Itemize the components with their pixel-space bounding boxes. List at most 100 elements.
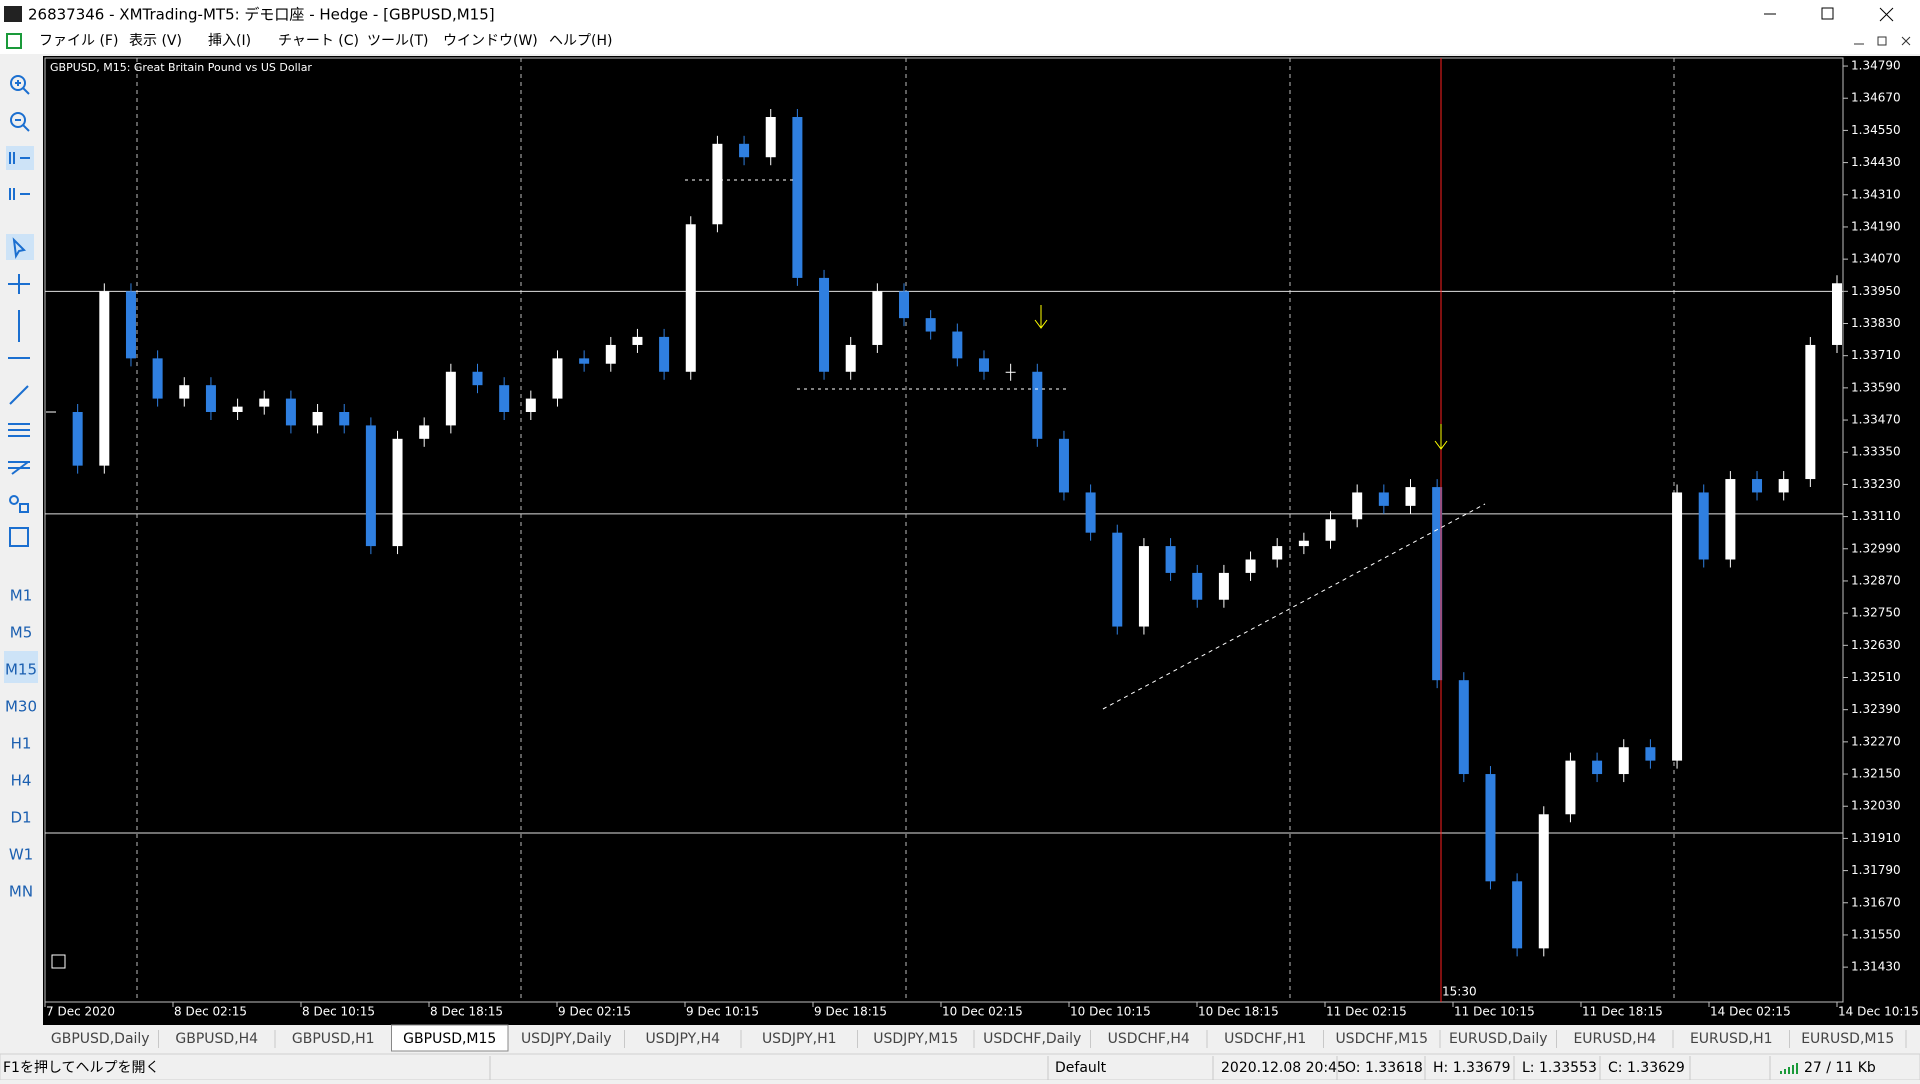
timeframe-button[interactable]: H1 (11, 735, 32, 753)
y-tick-label: 1.33950 (1851, 284, 1901, 298)
tab[interactable]: EURUSD,Daily (1449, 1031, 1548, 1047)
close-button[interactable] (1879, 7, 1894, 22)
y-tick-label: 1.34790 (1851, 59, 1901, 73)
candle (1618, 747, 1629, 775)
timeframe-button[interactable]: M15 (5, 661, 37, 679)
timeframe-button[interactable]: M5 (10, 624, 33, 642)
candle (1405, 487, 1416, 506)
x-tick-label: 11 Dec 18:15 (1582, 1005, 1663, 1019)
candle (1218, 572, 1229, 600)
candle (1832, 283, 1842, 345)
y-tick-label: 1.34550 (1851, 123, 1901, 137)
status-low: L: 1.33553 (1522, 1060, 1597, 1076)
candle (739, 143, 750, 158)
candle (259, 398, 270, 407)
candle (1805, 344, 1816, 480)
menu-item[interactable]: チャート (C) (278, 33, 359, 49)
timeframe-button[interactable]: M30 (5, 698, 37, 716)
candle (99, 291, 110, 466)
menu-item[interactable]: ウインドウ(W) (443, 33, 538, 49)
plot-border (44, 57, 1844, 1003)
menu-bar (0, 28, 1920, 54)
y-tick-label: 1.31910 (1851, 831, 1901, 845)
tab[interactable]: GBPUSD,Daily (51, 1031, 150, 1047)
candle (365, 425, 376, 547)
candle (605, 344, 616, 364)
child-window-controls[interactable] (1854, 36, 1911, 46)
app-icon (4, 6, 22, 22)
tab[interactable]: GBPUSD,M15 (403, 1031, 496, 1047)
menu-item[interactable]: ツール(T) (367, 33, 428, 49)
candle (632, 336, 643, 345)
tab[interactable]: USDCHF,M15 (1335, 1031, 1428, 1047)
x-tick-label: 8 Dec 02:15 (174, 1005, 247, 1019)
tab[interactable]: USDCHF,H1 (1224, 1031, 1306, 1047)
menu-item[interactable]: ヘルプ(H) (549, 33, 612, 49)
candle (1458, 680, 1469, 775)
y-tick-label: 1.32870 (1851, 573, 1901, 587)
status-separators (489, 1056, 1771, 1080)
y-tick-label: 1.32030 (1851, 799, 1901, 813)
candle (792, 117, 803, 278)
restore-button[interactable] (1821, 7, 1834, 20)
x-tick-label: 10 Dec 02:15 (942, 1005, 1023, 1019)
x-tick-label: 9 Dec 10:15 (686, 1005, 759, 1019)
y-tick-label: 1.32270 (1851, 734, 1901, 748)
trendline (1102, 503, 1486, 710)
tab[interactable]: EURUSD,H4 (1573, 1031, 1656, 1047)
candle (1058, 438, 1069, 493)
timeframe-button[interactable]: M1 (10, 587, 33, 605)
y-tick-label: 1.34430 (1851, 155, 1901, 169)
tab[interactable]: USDCHF,Daily (983, 1031, 1081, 1047)
timeframe-button[interactable]: MN (9, 883, 33, 901)
candle (1698, 492, 1709, 560)
timeframe-button[interactable]: W1 (9, 846, 33, 864)
candle (1592, 760, 1603, 775)
tab[interactable]: GBPUSD,H1 (292, 1031, 375, 1047)
candle (659, 336, 670, 372)
candle (1112, 532, 1123, 627)
candle (1138, 546, 1149, 627)
y-tick-label: 1.32630 (1851, 638, 1901, 652)
candle (1298, 540, 1309, 547)
one-click-trading[interactable] (51, 954, 66, 969)
timeframe-button[interactable]: H4 (11, 772, 32, 790)
tab[interactable]: USDJPY,M15 (873, 1031, 958, 1047)
tab[interactable]: EURUSD,M15 (1801, 1031, 1894, 1047)
candle (552, 358, 563, 399)
candle (232, 406, 243, 412)
y-tick-label: 1.32750 (1851, 606, 1901, 620)
menu-item[interactable]: 表示 (V) (129, 33, 182, 49)
x-tick-label: 10 Dec 10:15 (1070, 1005, 1151, 1019)
candle (179, 385, 190, 399)
candle (1778, 479, 1789, 493)
support-resistance-lines (685, 179, 1070, 390)
tab[interactable]: USDJPY,H1 (762, 1031, 837, 1047)
candle (1378, 492, 1389, 506)
candle (152, 358, 163, 399)
timeframe-button[interactable]: D1 (10, 809, 31, 827)
y-tick-label: 1.34310 (1851, 187, 1901, 201)
candle (819, 277, 830, 372)
candle (765, 117, 776, 158)
chart-tabs: GBPUSD,Daily GBPUSD,H4 GBPUSD,H1 GBPUSD,M15… (51, 1024, 1907, 1052)
menu-item[interactable]: 挿入(I) (208, 33, 251, 49)
candle (419, 425, 430, 439)
y-tick-label: 1.32990 (1851, 541, 1901, 555)
candle (1192, 572, 1203, 600)
y-tick-label: 1.33230 (1851, 477, 1901, 491)
tab[interactable]: USDJPY,Daily (521, 1031, 612, 1047)
tab[interactable]: USDJPY,H4 (645, 1031, 720, 1047)
status-open: O: 1.33618 (1345, 1060, 1423, 1076)
menu-item[interactable]: ファイル (F) (39, 33, 118, 49)
tab[interactable]: USDCHF,H4 (1108, 1031, 1190, 1047)
candle (952, 331, 963, 359)
tab[interactable]: EURUSD,H1 (1690, 1031, 1773, 1047)
candle (205, 385, 216, 412)
tab[interactable]: GBPUSD,H4 (175, 1031, 258, 1047)
x-tick-label: 7 Dec 2020 (46, 1005, 115, 1019)
candle (499, 385, 510, 412)
x-tick-label: 9 Dec 02:15 (558, 1005, 631, 1019)
y-tick-label: 1.33710 (1851, 348, 1901, 362)
